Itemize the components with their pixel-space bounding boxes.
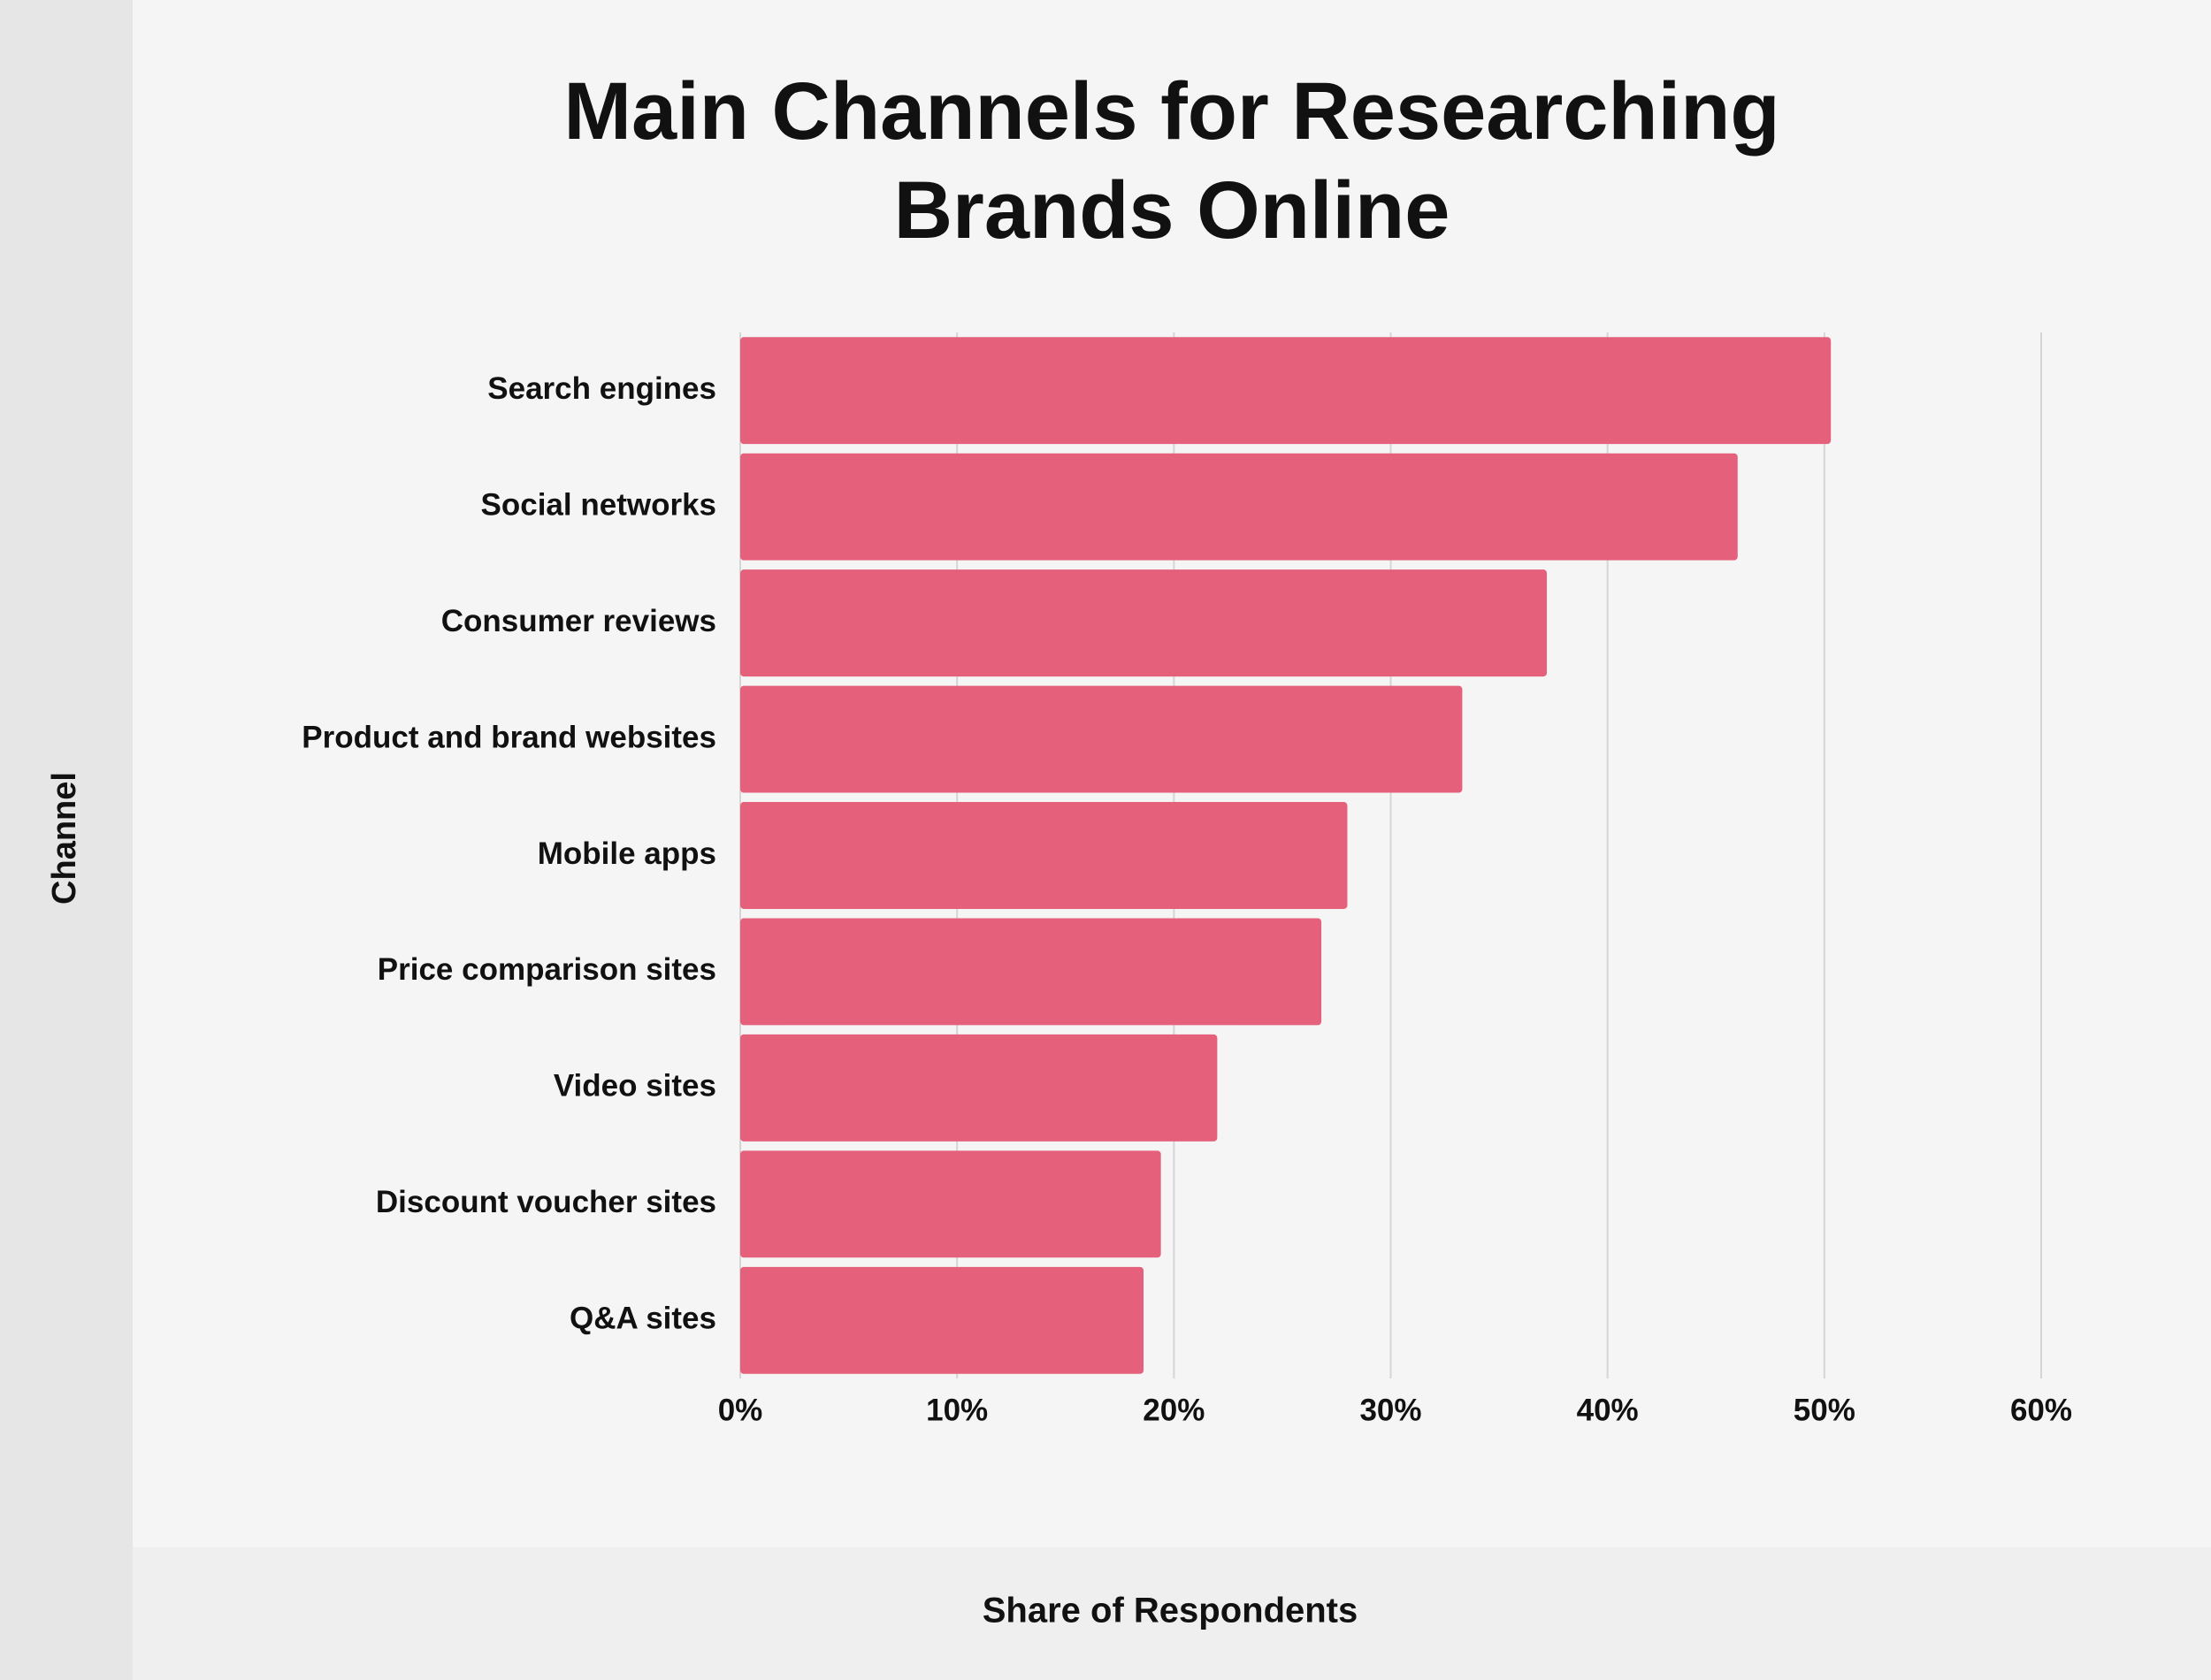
bar [740,337,1832,445]
y-tick-label: Social networks [481,487,716,522]
x-axis-title: Share of Respondents [983,1592,1358,1630]
y-tick-label: Search engines [487,371,716,406]
title-box: Main Channels for Researching Brands Onl… [133,62,2211,260]
bar [740,1034,1218,1142]
x-tick-label: 10% [926,1393,988,1427]
bar [740,802,1348,909]
x-tick-label: 40% [1577,1393,1639,1427]
y-axis-title: Channel [46,772,83,905]
bar [740,1266,1144,1374]
x-tick-label: 60% [2010,1393,2072,1427]
bar [740,1150,1161,1258]
y-tick-label: Consumer reviews [441,604,716,638]
bar [740,569,1548,677]
bar [740,453,1738,561]
y-tick-label: Product and brand websites [302,720,716,754]
y-tick-label: Price comparison sites [378,952,716,987]
x-label-strip [133,1547,2211,1680]
x-tick-label: 0% [718,1393,763,1427]
y-tick-label: Q&A sites [570,1302,716,1336]
bar [740,685,1463,793]
y-tick-label: Discount voucher sites [376,1185,716,1219]
x-tick-label: 30% [1359,1393,1421,1427]
y-tick-label: Video sites [554,1069,716,1103]
bar [740,918,1322,1026]
y-label-strip [0,0,133,1680]
y-tick-label: Mobile apps [538,836,716,871]
x-tick-label: 20% [1143,1393,1205,1427]
x-tick-label: 50% [1794,1393,1855,1427]
chart-title: Main Channels for Researching Brands Onl… [563,66,1780,256]
